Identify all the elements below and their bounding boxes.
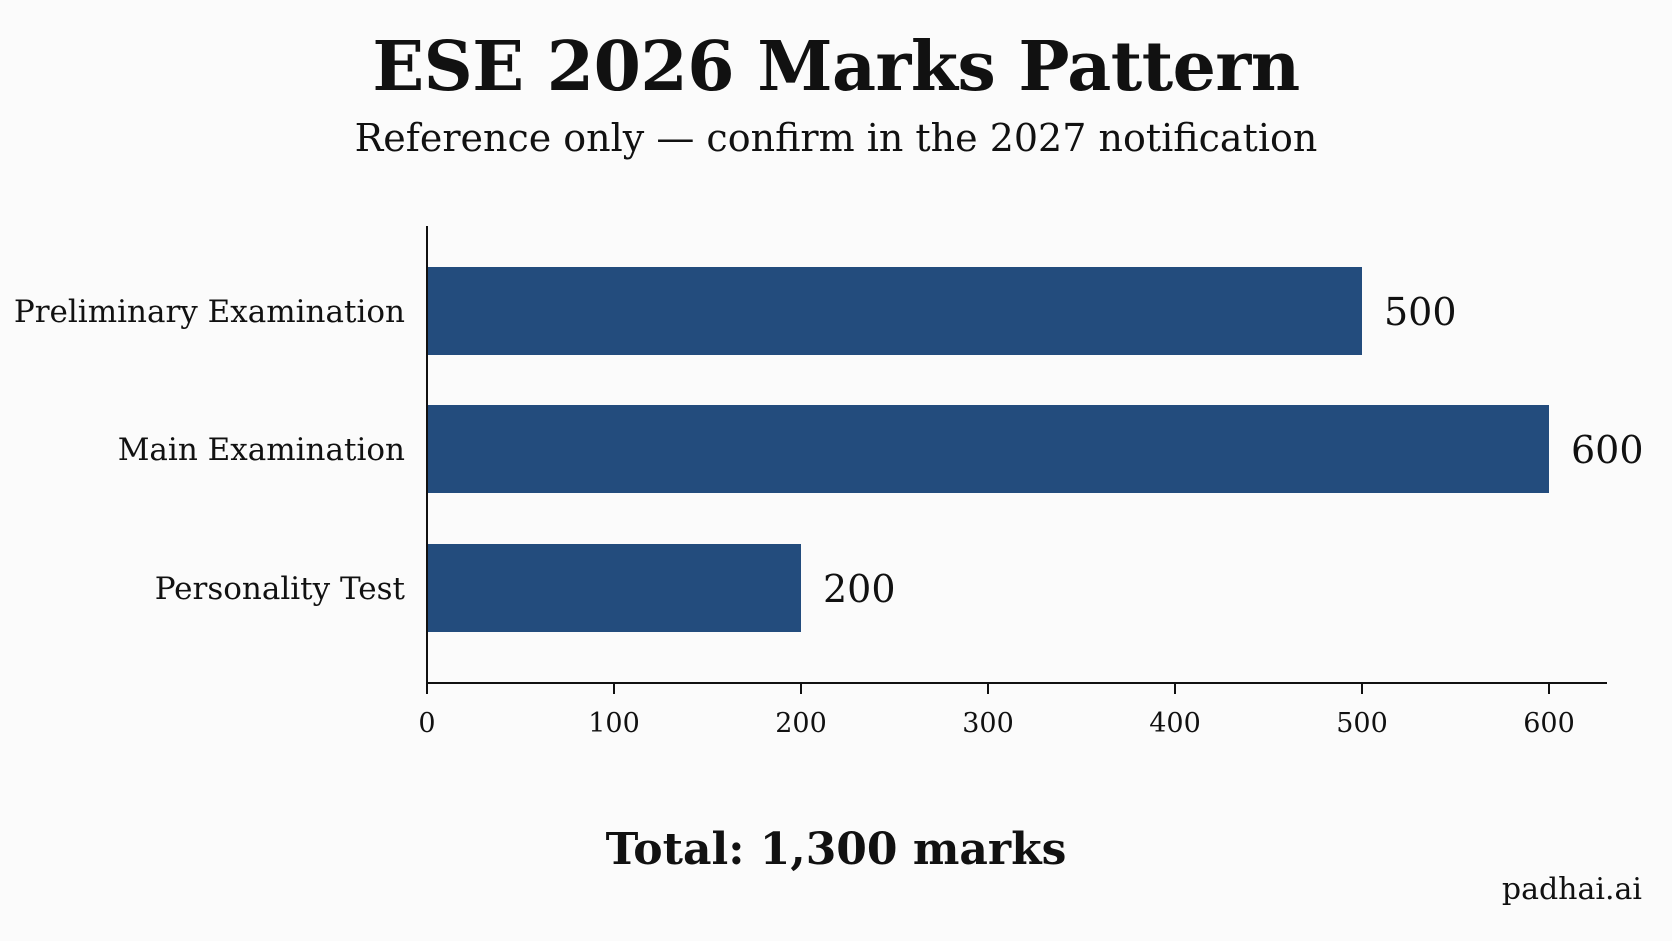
data-label-preliminary-examination: 500	[1384, 290, 1457, 334]
x-tick-label-200: 200	[775, 708, 827, 739]
x-tick-label-600: 600	[1523, 708, 1575, 739]
bars-layer	[427, 267, 1549, 632]
x-tick-label-300: 300	[962, 708, 1014, 739]
bar-personality-test	[427, 544, 801, 632]
category-label-preliminary-examination: Preliminary Examination	[14, 294, 405, 330]
category-label-main-examination: Main Examination	[118, 432, 405, 468]
bar-preliminary-examination	[427, 267, 1362, 355]
watermark: padhai.ai	[1501, 872, 1642, 907]
data-label-personality-test: 200	[823, 567, 896, 611]
x-tick-label-100: 100	[588, 708, 640, 739]
chart-title: ESE 2026 Marks Pattern	[372, 27, 1300, 107]
x-tick-label-400: 400	[1149, 708, 1201, 739]
axis-layer	[426, 226, 1607, 694]
category-label-personality-test: Personality Test	[155, 571, 406, 607]
x-tick-label-0: 0	[418, 708, 435, 739]
bar-main-examination	[427, 405, 1549, 493]
chart-subtitle: Reference only — confirm in the 2027 not…	[354, 116, 1318, 160]
x-tick-label-500: 500	[1336, 708, 1388, 739]
labels-layer: Preliminary Examination 500 Main Examinati…	[14, 290, 1644, 739]
data-label-main-examination: 600	[1571, 428, 1644, 472]
total-marks: Total: 1,300 marks	[605, 824, 1067, 875]
